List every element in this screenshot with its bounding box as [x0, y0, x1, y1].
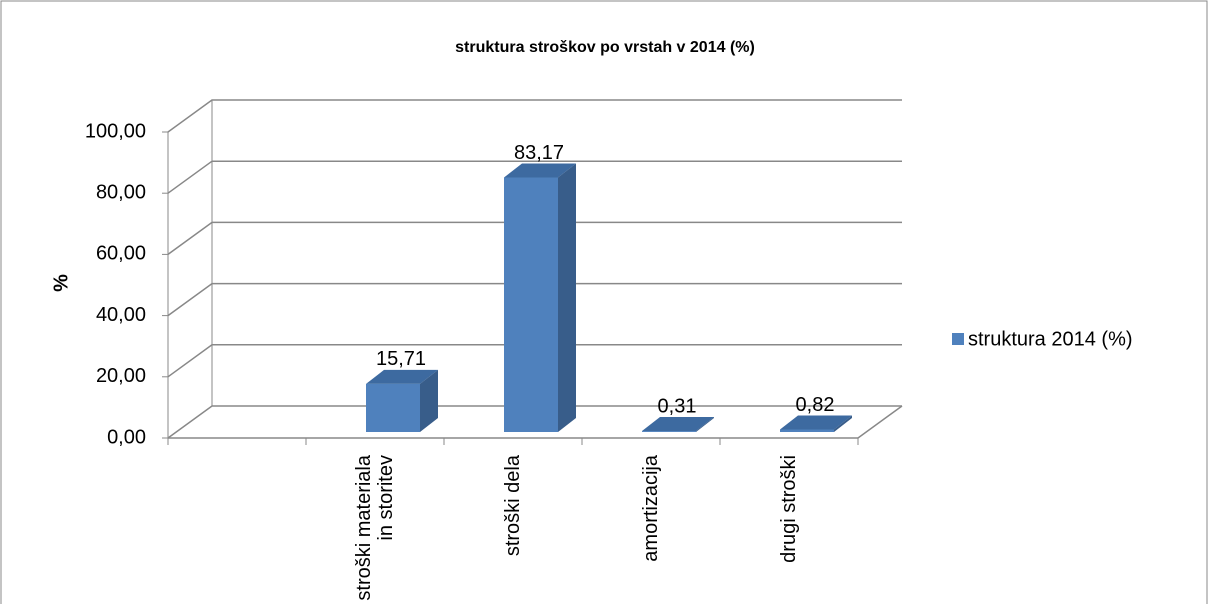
y-axis-label: % — [50, 274, 72, 292]
x-tick-label: drugi stroški — [778, 455, 800, 563]
y-tick-label: 80,00 — [96, 181, 146, 203]
bar-top — [780, 415, 852, 430]
bar — [504, 177, 558, 432]
y-tick-label: 100,00 — [85, 120, 146, 142]
y-tick-label: 0,00 — [107, 426, 146, 448]
data-label: 0,82 — [796, 394, 835, 416]
bar-top — [366, 369, 438, 384]
data-label: 83,17 — [514, 142, 564, 164]
bar-top — [642, 417, 714, 432]
x-tick-label: stroški materiala in storitev — [353, 455, 397, 601]
bar — [366, 383, 420, 432]
legend-label: struktura 2014 (%) — [968, 328, 1133, 350]
bar — [780, 429, 834, 432]
grid-line — [167, 99, 902, 133]
y-tick-label: 20,00 — [96, 365, 146, 387]
y-tick-label: 60,00 — [96, 243, 146, 265]
chart-title: struktura stroškov po vrstah v 2014 (%) — [455, 39, 755, 56]
bar-top — [504, 163, 576, 178]
bar-side — [834, 415, 852, 432]
bar-side — [696, 417, 714, 432]
data-label: 15,71 — [376, 348, 426, 370]
data-label: 0,31 — [658, 395, 697, 417]
bar-side — [420, 369, 438, 432]
y-tick-label: 40,00 — [96, 304, 146, 326]
x-tick-label: amortizacija — [640, 455, 662, 562]
legend-swatch — [952, 333, 964, 345]
bar-side — [558, 163, 576, 432]
bar — [642, 431, 696, 432]
x-tick-label: stroški dela — [502, 455, 524, 557]
